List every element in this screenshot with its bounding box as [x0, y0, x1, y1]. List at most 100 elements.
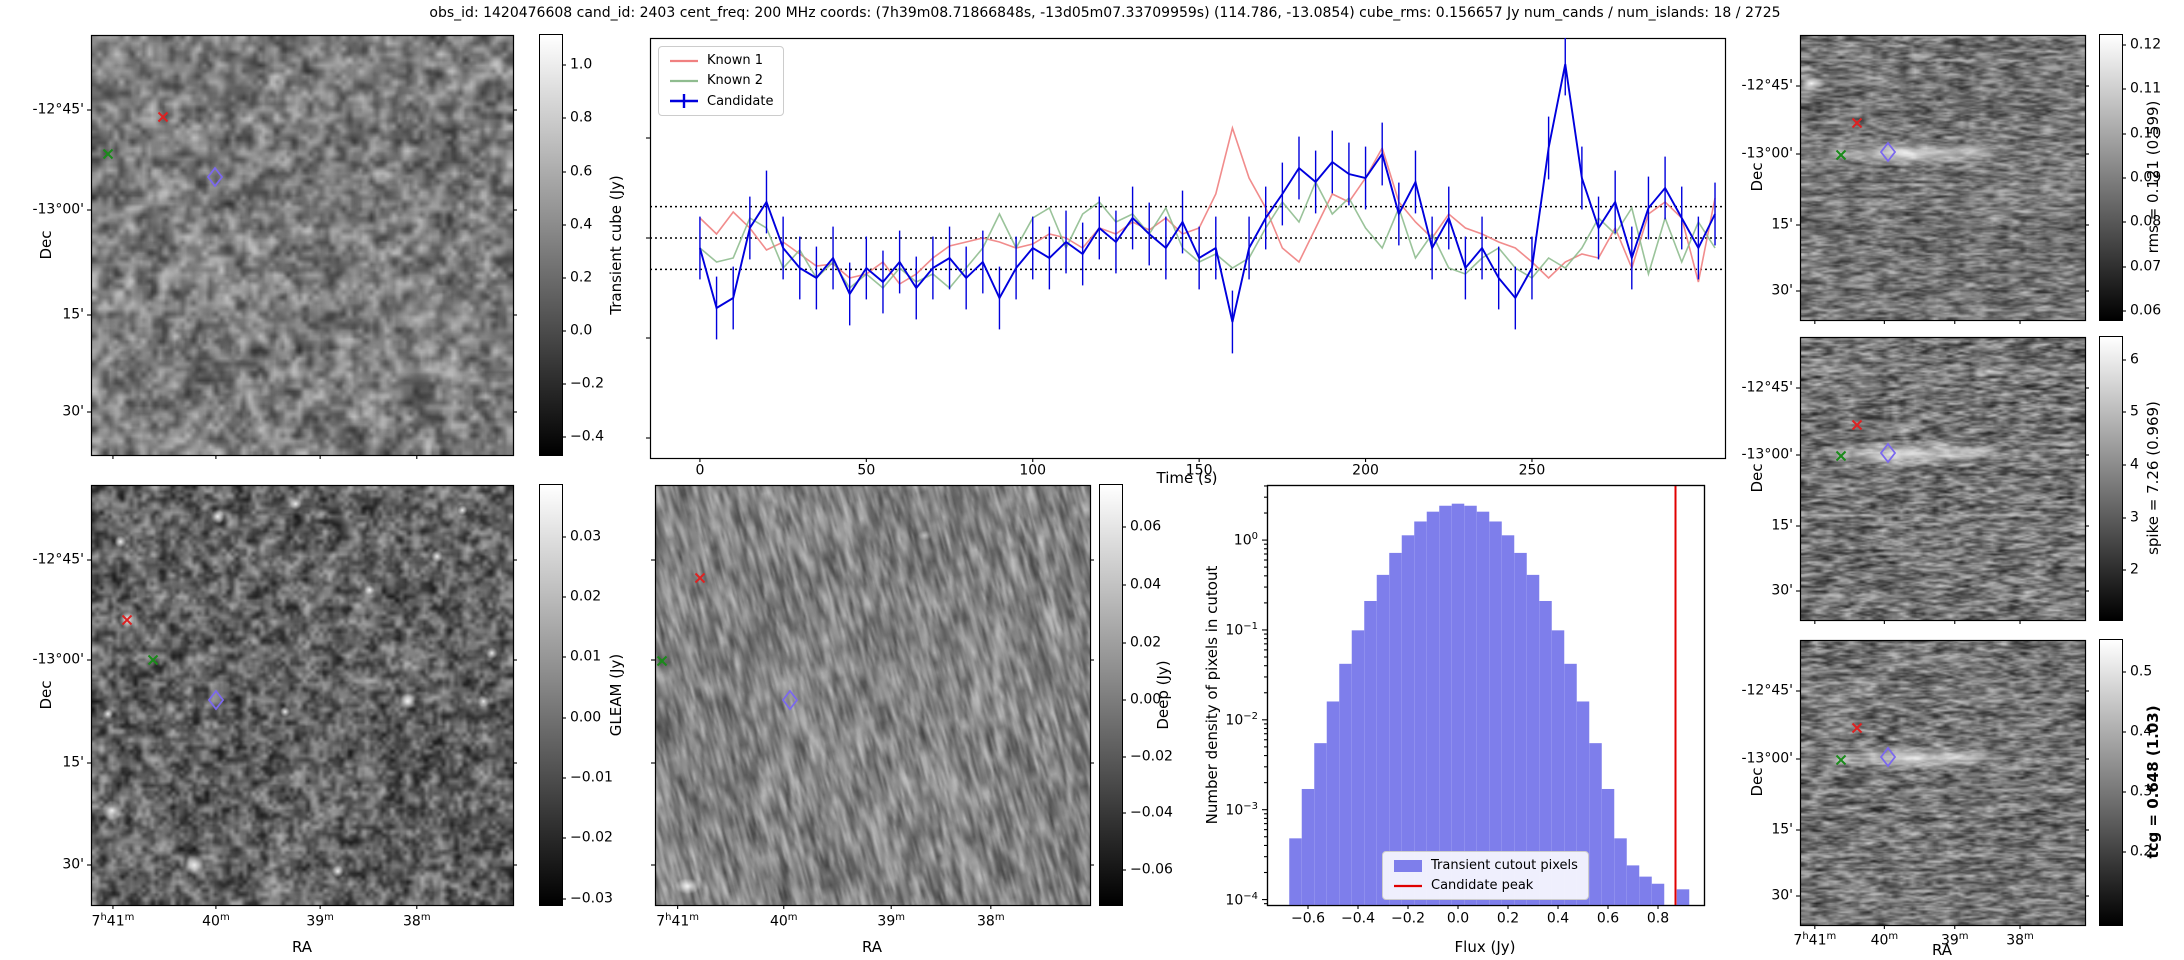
spike-cutout-image [1800, 337, 2085, 620]
gleam-colorbar [539, 484, 563, 906]
transient-cube-colorbar [539, 34, 563, 456]
deep-colorbar-tick-label: 0.02 [1130, 634, 1162, 651]
histogram-bar [1514, 552, 1527, 905]
gleam-colorbar-label: GLEAM (Jy) [606, 653, 625, 737]
histogram-bar [1301, 788, 1315, 905]
histogram-bar [1314, 743, 1327, 905]
rms-colorbar-tick-label: 0.06 [2130, 302, 2162, 319]
rms-colorbar [2099, 34, 2123, 321]
dec-tick-label: 30' [62, 856, 84, 873]
dec-axis-label: Dec [36, 680, 55, 710]
histogram-bar [1651, 883, 1665, 905]
transient-cube-colorbar-tick-label: −0.2 [570, 375, 604, 392]
tcg-colorbar-tick-label: 0.5 [2130, 663, 2153, 680]
deep-colorbar-tick-label: −0.02 [1130, 748, 1173, 765]
lightcurve-xlabel: Time (s) [1156, 468, 1218, 487]
histogram-ytick-label: 10−4 [1225, 890, 1258, 909]
rms-colorbar-tick-label: 0.11 [2130, 80, 2162, 97]
dec-tick-label: -13°00' [1741, 446, 1793, 463]
histogram-bar [1401, 535, 1415, 905]
gleam-colorbar-tick-label: −0.03 [570, 890, 613, 907]
histogram-xtick-label: 0.8 [1646, 910, 1670, 927]
gleam-colorbar-tick-label: −0.02 [570, 829, 613, 846]
histogram-xtick-label: 0.0 [1446, 910, 1470, 927]
spike-colorbar-tick-label: 4 [2130, 456, 2139, 473]
ra-axis-label: RA [861, 937, 883, 956]
candidate-errorbar-swatch [670, 94, 698, 108]
dec-tick-label: 15' [62, 306, 84, 323]
histogram-ylabel: Number density of pixels in cutout [1202, 565, 1221, 825]
legend-label: Known 2 [707, 73, 763, 88]
histogram-bar [1414, 521, 1427, 905]
deep-cutout-image [655, 485, 1090, 905]
histogram-xtick-label: −0.6 [1291, 910, 1325, 927]
legend-label: Candidate peak [1431, 878, 1534, 893]
histogram-bar [1351, 630, 1365, 905]
rms-colorbar-tick-label: 0.10 [2130, 125, 2162, 142]
histogram-xlabel: Flux (Jy) [1454, 937, 1516, 956]
dec-tick-label: 30' [1771, 582, 1793, 599]
dec-tick-label: -12°45' [32, 101, 84, 118]
spike-colorbar-tick-label: 3 [2130, 509, 2139, 526]
candidate-diamond-marker [1879, 746, 1897, 768]
ra-tick-label: 7h41m [91, 911, 135, 930]
histogram-xtick-label: −0.4 [1341, 910, 1375, 927]
histogram-bar [1551, 630, 1565, 905]
dec-tick-label: -13°00' [1741, 750, 1793, 767]
histogram-bar [1564, 663, 1577, 905]
dec-tick-label: -13°00' [32, 651, 84, 668]
dec-tick-label: 15' [1771, 821, 1793, 838]
dec-tick-label: 30' [1771, 887, 1793, 904]
histogram-bar [1676, 889, 1690, 905]
histogram-xtick-label: 0.2 [1496, 910, 1520, 927]
ra-tick-label: 40m [769, 911, 798, 930]
histogram-xtick-label: 0.4 [1546, 910, 1570, 927]
histogram-bar [1601, 788, 1615, 905]
ra-tick-label: 7h41m [656, 911, 700, 930]
ra-tick-label: 38m [977, 911, 1005, 930]
legend-label: Transient cutout pixels [1431, 858, 1578, 873]
histogram-xtick-label: 0.6 [1596, 910, 1620, 927]
tcg-colorbar-tick-label: 0.4 [2130, 723, 2153, 740]
histogram-bar [1489, 521, 1502, 905]
transient-cube-colorbar-tick-label: 0.2 [570, 269, 593, 286]
histogram-bar [1389, 552, 1402, 905]
ra-axis-label: RA [291, 937, 313, 956]
spike-colorbar-label: spike = 7.26 (0.969) [2143, 401, 2162, 555]
deep-colorbar-tick-label: −0.04 [1130, 804, 1173, 821]
dec-axis-label: Dec [1747, 162, 1766, 192]
histogram-bar [1639, 876, 1652, 905]
lightcurve-xtick-label: 100 [1019, 462, 1047, 479]
histogram-bar [1539, 600, 1552, 905]
histogram-bar [1426, 511, 1440, 905]
dec-axis-label: Dec [1747, 767, 1766, 797]
ra-tick-label: 7h41m [1793, 930, 1837, 949]
gleam-cutout-image [91, 485, 513, 905]
histogram-bar [1289, 838, 1302, 905]
figure-title: obs_id: 1420476608 cand_id: 2403 cent_fr… [429, 5, 1781, 21]
dec-tick-label: -12°45' [1741, 379, 1793, 396]
dec-axis-label: Dec [36, 230, 55, 260]
ra-tick-label: 39m [877, 911, 905, 930]
legend-label: Known 1 [707, 53, 763, 68]
ra-tick-label: 38m [2006, 930, 2034, 949]
tcg-colorbar [2099, 639, 2123, 926]
histogram-bar [1501, 535, 1515, 905]
rms-colorbar-tick-label: 0.12 [2130, 36, 2162, 53]
deep-colorbar [1099, 484, 1123, 906]
legend-item-candidate: Candidate [669, 93, 773, 109]
histogram-bar [1526, 574, 1540, 905]
histogram-bar [1614, 838, 1627, 905]
histogram-ytick-label: 100 [1233, 531, 1258, 549]
candidate-diamond-marker [1879, 141, 1897, 163]
dec-tick-label: -13°00' [1741, 145, 1793, 162]
dec-tick-label: 30' [62, 403, 84, 420]
deep-colorbar-tick-label: 0.06 [1130, 518, 1162, 535]
candidate-diamond-marker [1879, 442, 1897, 464]
histogram-ytick-label: 10−1 [1225, 620, 1258, 639]
ra-tick-label: 40m [1870, 930, 1899, 949]
dec-tick-label: 15' [1771, 216, 1793, 233]
rms-colorbar-tick-label: 0.07 [2130, 258, 2162, 275]
tcg-colorbar-tick-label: 0.3 [2130, 783, 2153, 800]
